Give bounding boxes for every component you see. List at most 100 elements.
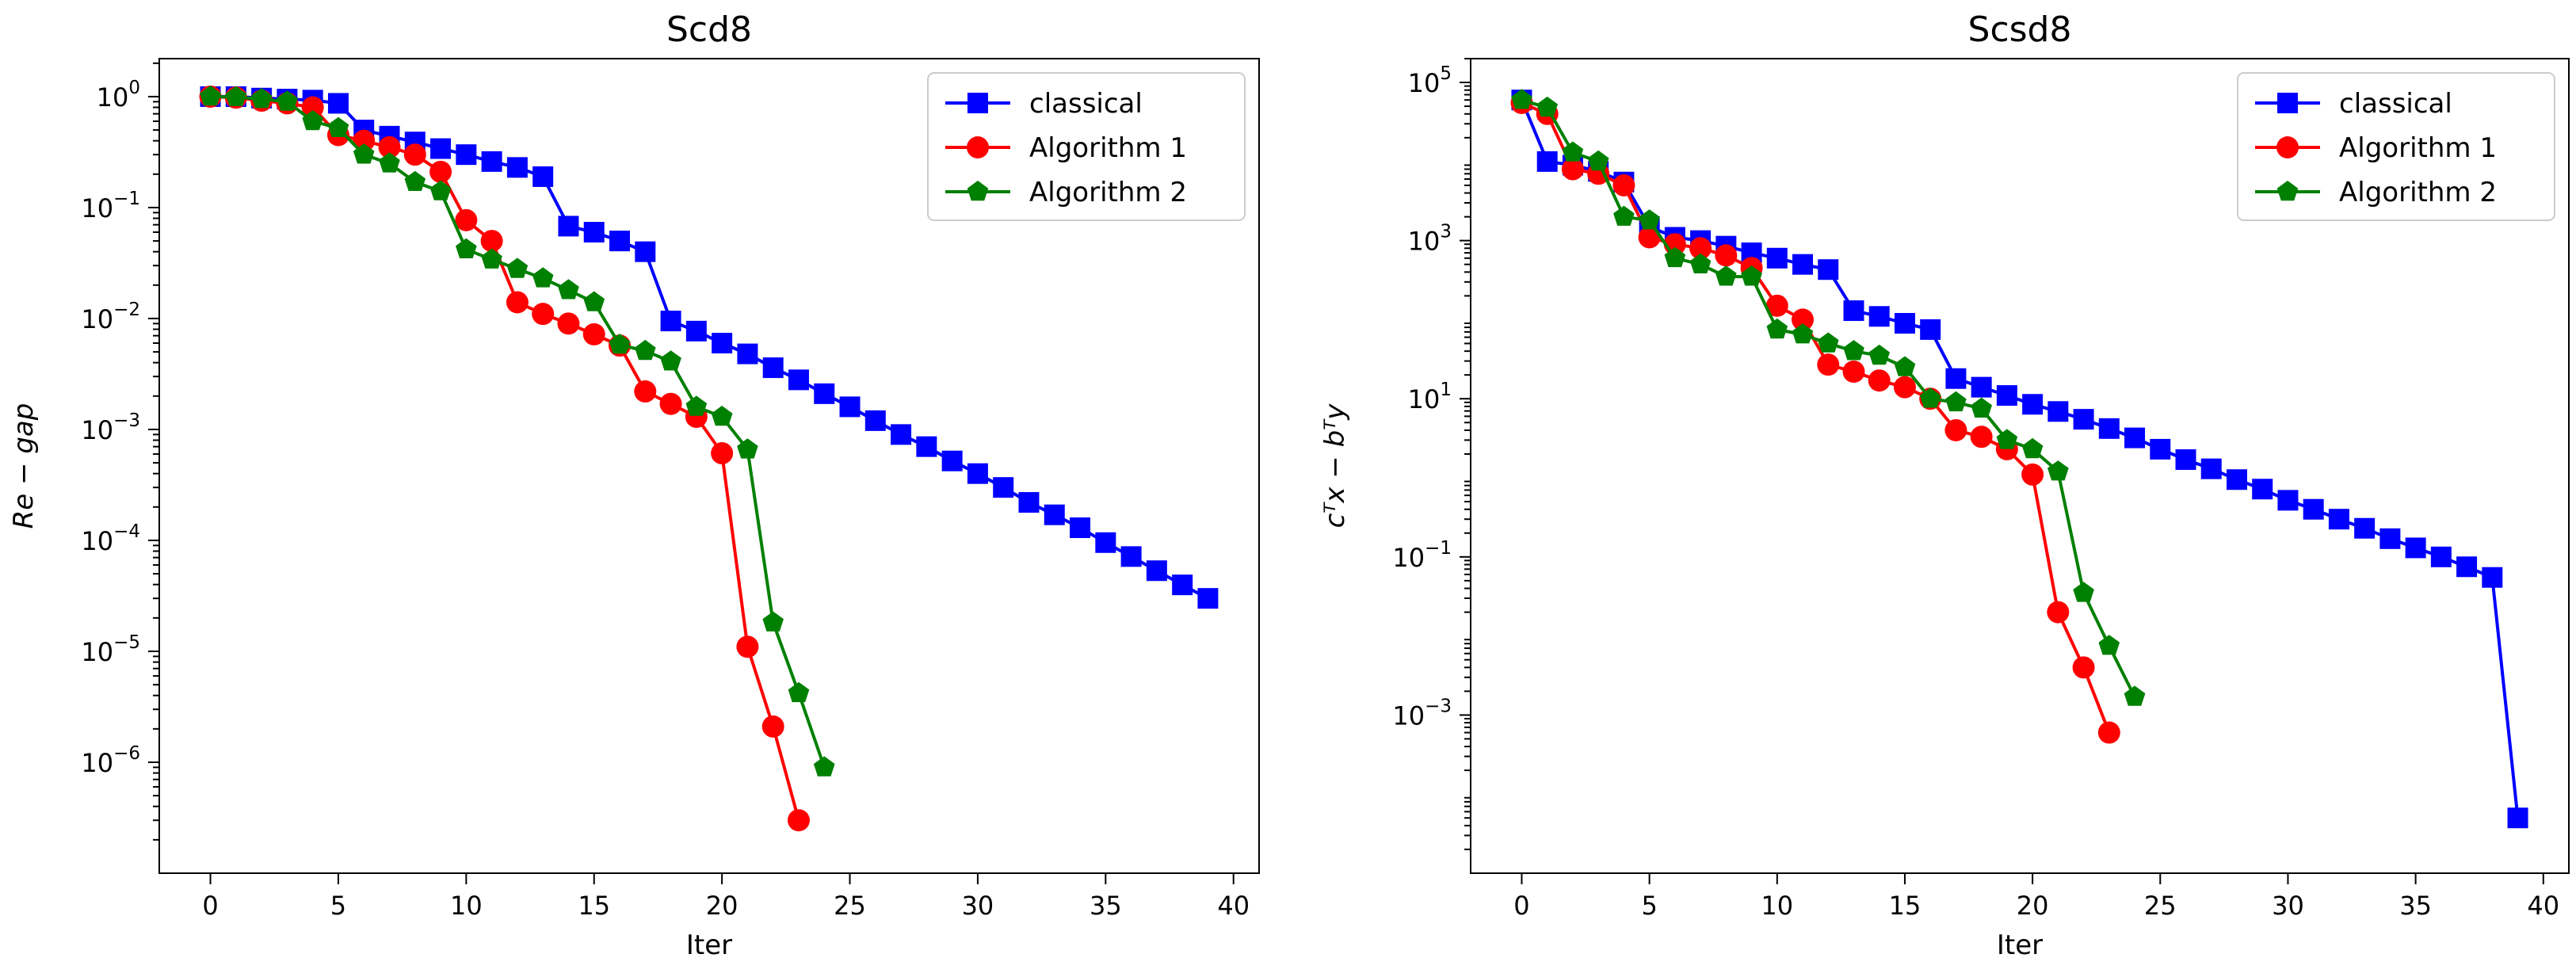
circle-marker bbox=[1817, 353, 1840, 376]
legend-label: Algorithm 2 bbox=[1029, 177, 1187, 208]
pentagon-marker bbox=[1817, 332, 1839, 353]
square-marker bbox=[762, 357, 784, 379]
circle-marker bbox=[787, 809, 810, 832]
legend-box bbox=[2237, 72, 2555, 221]
pentagon-marker bbox=[1536, 96, 1558, 117]
square-marker bbox=[660, 311, 681, 332]
pentagon-marker bbox=[558, 279, 579, 300]
x-tick-label: 0 bbox=[202, 891, 218, 921]
square-marker bbox=[2098, 418, 2120, 439]
square-marker bbox=[2277, 490, 2299, 511]
square-marker bbox=[430, 138, 452, 159]
y-tick-label: 103 bbox=[1408, 222, 1452, 257]
chart-2: 0 5 10 15 20 25 30 35 40 105 103 101 10−1 10−3 Scsd8 It… bbox=[1319, 10, 2570, 961]
circle-marker bbox=[1842, 361, 1865, 384]
y-tick-label: 101 bbox=[1408, 380, 1452, 414]
square-marker bbox=[558, 216, 579, 237]
x-tick-label: 20 bbox=[2017, 891, 2049, 921]
x-tick-label: 40 bbox=[1217, 891, 1250, 921]
square-marker bbox=[1172, 574, 1193, 596]
circle-marker bbox=[711, 442, 734, 465]
pentagon-marker bbox=[762, 611, 784, 632]
circle-marker bbox=[1715, 244, 1738, 267]
pentagon-marker bbox=[2124, 685, 2146, 706]
circle-marker bbox=[480, 230, 503, 253]
circle-marker bbox=[378, 135, 401, 158]
legend: classical Algorithm 1 Algorithm 2 bbox=[927, 72, 1246, 221]
square-marker bbox=[2200, 458, 2222, 479]
square-marker bbox=[1868, 306, 1890, 327]
square-marker bbox=[2456, 556, 2478, 578]
legend: classical Algorithm 1 Algorithm 2 bbox=[2237, 72, 2555, 221]
square-marker bbox=[2507, 807, 2528, 829]
pentagon-marker bbox=[2047, 460, 2069, 481]
pentagon-marker bbox=[2073, 582, 2094, 602]
square-marker bbox=[2303, 498, 2324, 520]
square-marker bbox=[712, 333, 733, 354]
series-line bbox=[1521, 101, 2111, 734]
pentagon-marker bbox=[788, 681, 810, 703]
square-marker bbox=[583, 222, 605, 243]
legend-label: Algorithm 1 bbox=[2339, 132, 2497, 164]
circle-marker bbox=[403, 143, 426, 166]
x-tick-label: 5 bbox=[330, 891, 346, 921]
pentagon-marker bbox=[1945, 391, 1967, 412]
pentagon-marker bbox=[685, 395, 708, 416]
pentagon-marker bbox=[1792, 323, 1814, 344]
square-marker bbox=[2430, 546, 2452, 567]
pentagon-marker bbox=[1511, 89, 1532, 109]
circle-marker bbox=[1638, 226, 1661, 249]
square-marker bbox=[1971, 376, 1992, 398]
x-tick-label: 0 bbox=[1513, 891, 1529, 921]
pentagon-marker bbox=[635, 339, 656, 361]
pentagon-marker bbox=[1894, 356, 1916, 376]
square-marker bbox=[2150, 438, 2171, 460]
y-tick-label: 100 bbox=[97, 78, 140, 113]
series-algorithm-1 bbox=[199, 85, 810, 832]
y-tick-label: 10−3 bbox=[1392, 696, 1452, 731]
square-marker bbox=[1536, 151, 1558, 172]
circle-marker bbox=[2097, 721, 2120, 744]
pentagon-marker bbox=[1562, 141, 1584, 162]
circle-marker bbox=[557, 312, 580, 335]
pentagon-marker bbox=[1613, 205, 1635, 226]
x-axis-label: Iter bbox=[1997, 929, 2043, 961]
pentagon-marker bbox=[532, 267, 554, 288]
x-tick-label: 35 bbox=[2399, 891, 2432, 921]
pentagon-marker bbox=[1741, 265, 1762, 286]
square-marker bbox=[1766, 247, 1788, 269]
pentagon-marker bbox=[506, 258, 529, 278]
x-tick-label: 10 bbox=[1761, 891, 1793, 921]
square-marker bbox=[1018, 492, 1040, 513]
square-marker bbox=[1920, 319, 1941, 340]
y-tick-label: 105 bbox=[1408, 63, 1452, 98]
square-marker bbox=[839, 396, 861, 418]
pentagon-marker bbox=[1766, 318, 1788, 339]
pentagon-marker bbox=[327, 116, 349, 137]
square-marker bbox=[1146, 560, 1167, 582]
square-marker bbox=[1197, 588, 1219, 609]
square-marker bbox=[1996, 385, 2017, 406]
pentagon-marker bbox=[379, 152, 400, 173]
series-algorithm-2 bbox=[1511, 89, 2146, 706]
circle-marker bbox=[1944, 418, 1967, 441]
circle-marker bbox=[301, 96, 324, 119]
square-marker bbox=[1070, 517, 1091, 539]
circle-marker bbox=[1765, 294, 1788, 317]
series-algorithm-2 bbox=[200, 85, 835, 777]
square-marker bbox=[1095, 532, 1116, 553]
square-marker bbox=[609, 231, 631, 252]
pentagon-marker bbox=[1587, 150, 1609, 171]
square-marker bbox=[1044, 504, 1065, 525]
square-marker bbox=[2022, 394, 2044, 415]
square-marker bbox=[2405, 537, 2426, 559]
square-marker bbox=[506, 157, 528, 178]
axes-frame bbox=[158, 58, 1260, 874]
pentagon-marker bbox=[1971, 397, 1992, 418]
chart-title: Scsd8 bbox=[1968, 10, 2072, 50]
chart-title: Scd8 bbox=[666, 10, 752, 50]
legend-label: classical bbox=[1029, 88, 1143, 120]
pentagon-marker bbox=[2021, 437, 2044, 459]
pentagon-marker bbox=[429, 180, 452, 200]
square-marker bbox=[891, 424, 912, 445]
